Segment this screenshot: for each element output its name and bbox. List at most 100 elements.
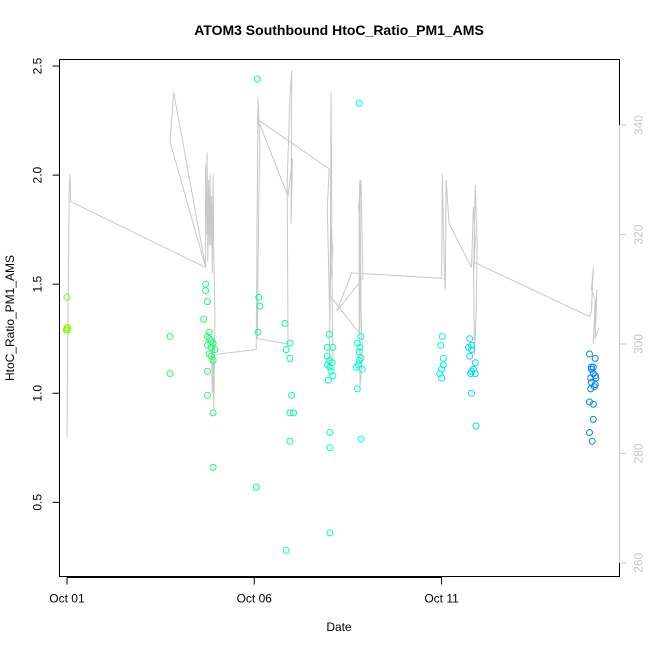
data-point <box>586 398 593 406</box>
data-point <box>204 341 211 349</box>
data-point <box>466 335 474 343</box>
data-point <box>326 444 334 452</box>
data-point <box>282 346 290 354</box>
data-point <box>166 333 174 340</box>
data-point <box>326 529 334 537</box>
data-point <box>205 350 213 358</box>
data-point <box>589 400 597 408</box>
data-point <box>207 343 215 351</box>
data-point <box>327 367 335 375</box>
data-point <box>63 293 71 301</box>
data-point <box>355 357 363 364</box>
x-tick-label: Oct 01 <box>49 592 85 606</box>
data-point <box>286 409 294 417</box>
y-tick-label: 2.0 <box>31 166 45 183</box>
data-point <box>438 365 446 373</box>
data-point <box>329 372 337 380</box>
data-point <box>471 359 479 367</box>
data-point <box>588 437 596 445</box>
data-point <box>288 391 296 399</box>
data-point <box>286 354 294 362</box>
data-point <box>204 298 211 306</box>
y-tick-label: 1.0 <box>31 385 45 402</box>
data-point <box>282 546 290 554</box>
data-point <box>254 328 262 336</box>
data-point <box>467 370 475 378</box>
plot-frame <box>59 59 620 577</box>
data-point <box>255 293 263 301</box>
chart-title: ATOM3 Southbound HtoC_Ratio_PM1_AMS <box>194 22 484 38</box>
point-layer <box>62 75 600 554</box>
data-point <box>204 367 211 375</box>
data-point <box>202 280 210 288</box>
data-point <box>471 370 479 378</box>
line-layer <box>66 70 600 438</box>
y-axis: 0.5 1.0 1.5 2.0 2.5 <box>31 57 60 511</box>
data-point <box>325 330 333 338</box>
data-point <box>357 333 365 340</box>
y2-tick-label: 280 <box>632 443 646 463</box>
data-point <box>211 346 219 354</box>
data-point <box>326 363 334 371</box>
x-axis: Oct 01 Oct 06 Oct 11 <box>49 577 459 606</box>
y2-tick-label: 340 <box>632 115 646 135</box>
data-point <box>209 409 217 417</box>
data-point <box>354 361 362 369</box>
data-point <box>592 374 600 382</box>
data-point <box>439 361 447 369</box>
data-point <box>587 365 595 373</box>
data-point <box>586 429 593 436</box>
y-tick-label: 2.5 <box>31 57 45 74</box>
data-point <box>438 333 446 340</box>
series-line <box>66 70 600 438</box>
data-point <box>589 415 597 423</box>
data-point <box>290 409 298 417</box>
data-point <box>324 376 332 384</box>
data-point <box>329 343 337 351</box>
data-point <box>590 383 598 391</box>
data-point <box>468 346 475 354</box>
data-point <box>200 315 208 323</box>
data-point <box>286 339 294 347</box>
data-point <box>357 354 365 362</box>
data-point <box>202 287 210 295</box>
x-axis-label: Date <box>326 620 352 634</box>
data-point <box>586 350 593 358</box>
data-point <box>353 385 361 393</box>
data-point <box>204 391 211 399</box>
y2-tick-label: 260 <box>632 552 646 572</box>
data-point <box>166 370 174 378</box>
y-tick-label: 1.5 <box>31 276 45 293</box>
data-point <box>587 374 595 382</box>
data-point <box>356 343 364 351</box>
data-point <box>357 435 365 443</box>
y-tick-label: 0.5 <box>31 494 45 511</box>
data-point <box>204 333 211 340</box>
data-point <box>438 374 446 382</box>
data-point <box>281 320 289 327</box>
data-point <box>468 389 475 397</box>
data-point <box>209 463 217 471</box>
data-point <box>591 354 599 362</box>
data-point <box>355 99 363 107</box>
data-point <box>256 302 264 310</box>
data-point <box>358 365 366 373</box>
data-point <box>252 483 260 491</box>
data-point <box>207 352 215 360</box>
data-point <box>466 352 474 360</box>
y-axis-label: HtoC_Ratio_PM1_AMS <box>3 255 17 381</box>
data-point <box>587 363 595 371</box>
data-point <box>286 437 294 445</box>
data-point <box>323 352 331 360</box>
data-point <box>436 370 444 378</box>
y2-tick-label: 300 <box>632 334 646 354</box>
data-point <box>439 354 447 362</box>
data-point <box>64 324 72 332</box>
y2-axis: 260 280 300 320 340 <box>619 115 646 573</box>
data-point <box>352 363 360 371</box>
data-point <box>437 341 445 349</box>
data-point <box>326 429 334 436</box>
data-point <box>472 422 480 430</box>
data-point <box>205 335 213 343</box>
